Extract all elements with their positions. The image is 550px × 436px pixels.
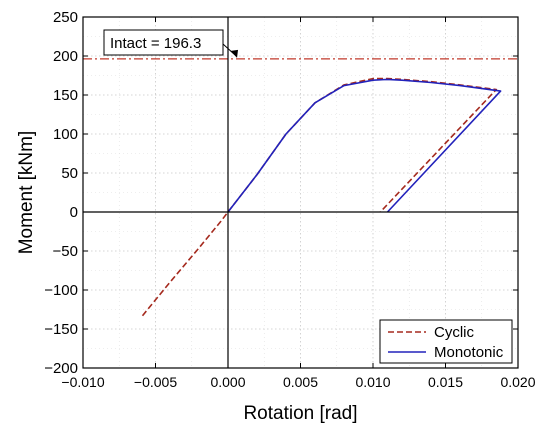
intact-label: Intact = 196.3 — [110, 35, 201, 52]
y-tick-label-1: −150 — [44, 321, 78, 338]
legend-box — [379, 319, 513, 364]
x-tick-label-2: 0.000 — [210, 374, 245, 390]
y-tick-label-6: 100 — [53, 126, 78, 143]
y-tick-label-8: 200 — [53, 48, 78, 65]
intact-arrow-head — [231, 49, 238, 58]
zero-axes — [83, 17, 518, 368]
intact-label-box — [103, 29, 224, 56]
y-tick-label-9: 250 — [53, 9, 78, 26]
x-tick-label-4: 0.010 — [355, 374, 390, 390]
y-ticks: −200 −150 −100 −50 0 50 100 150 200 250 — [44, 9, 518, 377]
x-tick-label-0: −0.010 — [61, 374, 104, 390]
series-group — [141, 77, 502, 317]
legend-label-cyclic: Cyclic — [434, 324, 474, 341]
series-line-monotonic — [227, 78, 502, 213]
intact-annotation: Intact = 196.3 — [103, 29, 238, 58]
y-tick-label-0: −200 — [44, 360, 78, 377]
grid-lines — [82, 16, 519, 369]
x-tick-label-5: 0.015 — [428, 374, 463, 390]
y-tick-label-3: −50 — [53, 243, 78, 260]
legend-label-monotonic: Monotonic — [434, 344, 504, 361]
y-tick-label-5: 50 — [61, 165, 78, 182]
y-tick-label-4: 0 — [70, 204, 78, 221]
series-line-cyclic — [141, 77, 498, 317]
x-tick-label-6: 0.020 — [500, 374, 535, 390]
x-tick-label-1: −0.005 — [134, 374, 177, 390]
y-tick-label-7: 150 — [53, 87, 78, 104]
x-tick-label-3: 0.005 — [283, 374, 318, 390]
x-axis-label: Rotation [rad] — [243, 403, 357, 424]
y-tick-label-2: −100 — [44, 282, 78, 299]
y-axis-label: Moment [kNm] — [16, 131, 37, 255]
x-ticks: −0.010 −0.005 0.000 0.005 0.010 0.015 0.020 — [61, 17, 536, 390]
legend: Cyclic Monotonic — [379, 319, 513, 364]
